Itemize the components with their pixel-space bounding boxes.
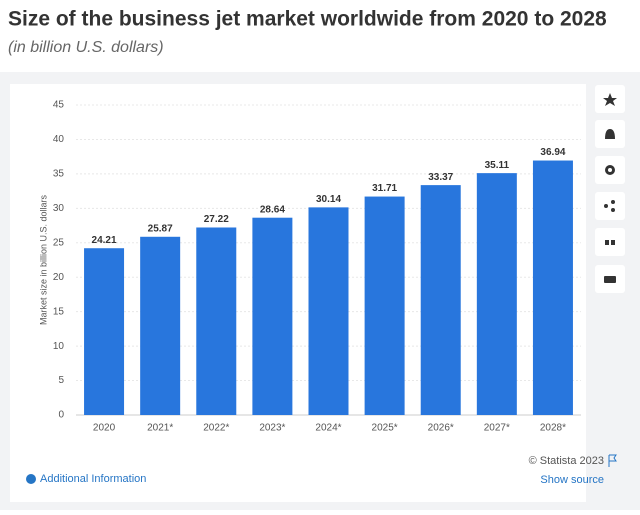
print-icon [604, 276, 616, 283]
star-icon [603, 93, 617, 106]
x-tick-label: 2024* [315, 423, 341, 434]
value-label: 30.14 [316, 194, 341, 205]
bar [364, 196, 405, 415]
y-tick-label: 10 [53, 341, 65, 352]
y-tick-label: 40 [53, 134, 65, 145]
bar [84, 248, 125, 415]
sidebar [595, 85, 625, 293]
share-button[interactable] [595, 192, 625, 220]
y-tick-label: 5 [58, 375, 64, 386]
quote-icon [605, 240, 609, 245]
bar [196, 227, 237, 415]
bar [140, 236, 181, 415]
value-label: 24.21 [92, 235, 117, 246]
y-tick-label: 30 [53, 203, 65, 214]
copyright: © Statista 2023 [529, 455, 604, 467]
y-tick-label: 15 [53, 306, 65, 317]
chart-title: Size of the business jet market worldwid… [8, 8, 607, 31]
additional-info-link[interactable]: Additional Information [40, 473, 146, 485]
x-tick-label: 2026* [428, 423, 454, 434]
value-label: 31.71 [372, 183, 397, 194]
info-icon [26, 474, 36, 484]
x-tick-label: 2028* [540, 423, 566, 434]
x-tick-label: 2022* [203, 423, 229, 434]
chart-subtitle: (in billion U.S. dollars) [8, 39, 164, 56]
x-tick-label: 2020 [93, 423, 116, 434]
value-label: 35.11 [485, 160, 510, 171]
value-label: 33.37 [428, 172, 453, 183]
x-tick-label: 2023* [259, 423, 285, 434]
value-label: 28.64 [260, 204, 285, 215]
flag-icon [608, 454, 617, 467]
bar [476, 173, 517, 415]
x-tick-label: 2025* [372, 423, 398, 434]
value-label: 36.94 [540, 147, 565, 158]
share-icon [611, 200, 615, 204]
y-axis-label: Market size in billion U.S. dollars [38, 194, 48, 325]
y-tick-label: 35 [53, 169, 65, 180]
y-tick-label: 20 [53, 272, 65, 283]
bell-icon [605, 129, 615, 139]
share-icon [604, 204, 608, 208]
y-tick-label: 25 [53, 237, 65, 248]
x-tick-label: 2021* [147, 423, 173, 434]
share-icon [611, 208, 615, 212]
value-label: 25.87 [148, 223, 173, 234]
y-tick-label: 45 [53, 100, 65, 111]
quote-icon [611, 240, 615, 245]
show-source-link[interactable]: Show source [540, 474, 604, 486]
bar [532, 160, 573, 415]
x-tick-label: 2027* [484, 423, 510, 434]
bar [308, 207, 349, 415]
gear-hole [608, 168, 612, 172]
bar [252, 217, 293, 415]
value-label: 27.22 [204, 214, 229, 225]
y-tick-label: 0 [58, 410, 64, 421]
cite-button[interactable] [595, 228, 625, 256]
bar [420, 185, 461, 415]
